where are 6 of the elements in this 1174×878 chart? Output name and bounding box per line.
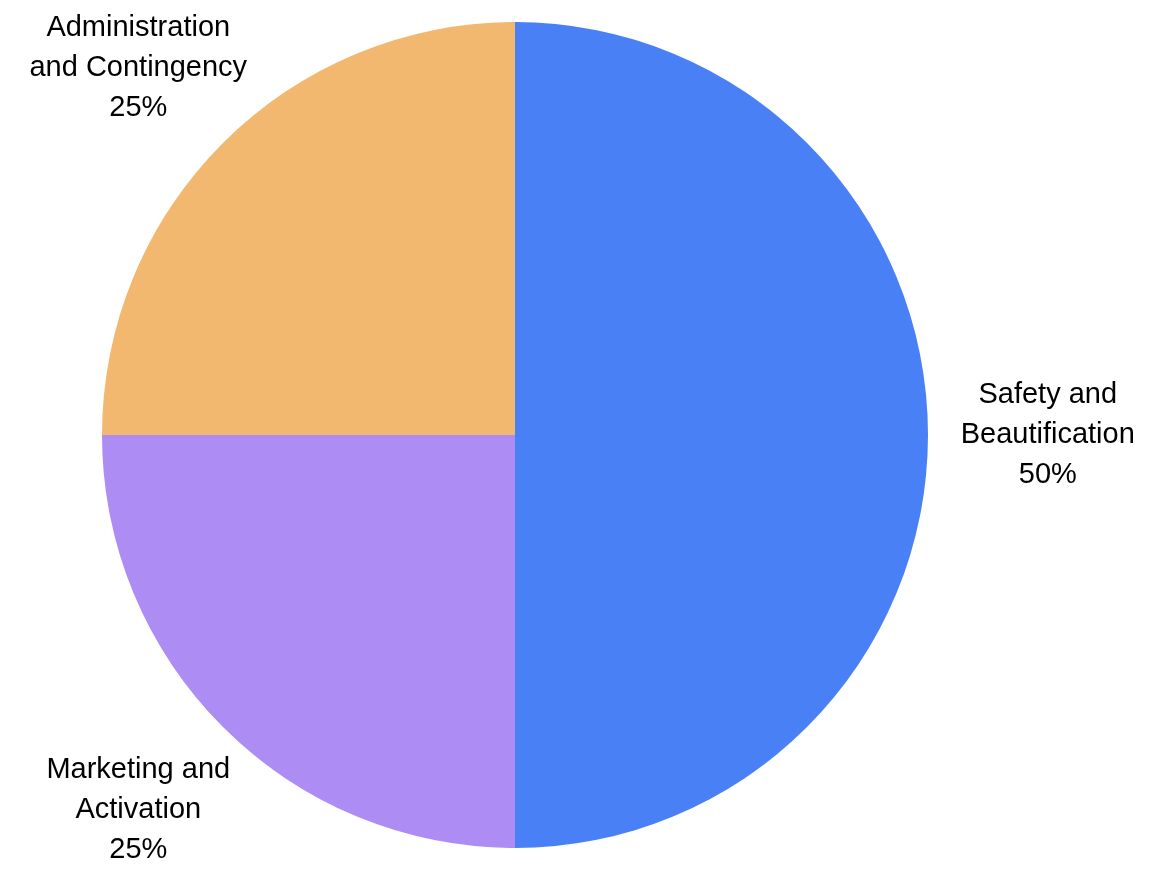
slice-label: Marketing and Activation: [46, 752, 231, 824]
data-label: 25%: [109, 832, 168, 864]
slice-label: Safety and Beautification: [960, 377, 1135, 449]
data-label: 25%: [109, 90, 168, 122]
slice-label: Administration and Contingency: [29, 10, 248, 82]
data-label: 50%: [1018, 457, 1077, 489]
